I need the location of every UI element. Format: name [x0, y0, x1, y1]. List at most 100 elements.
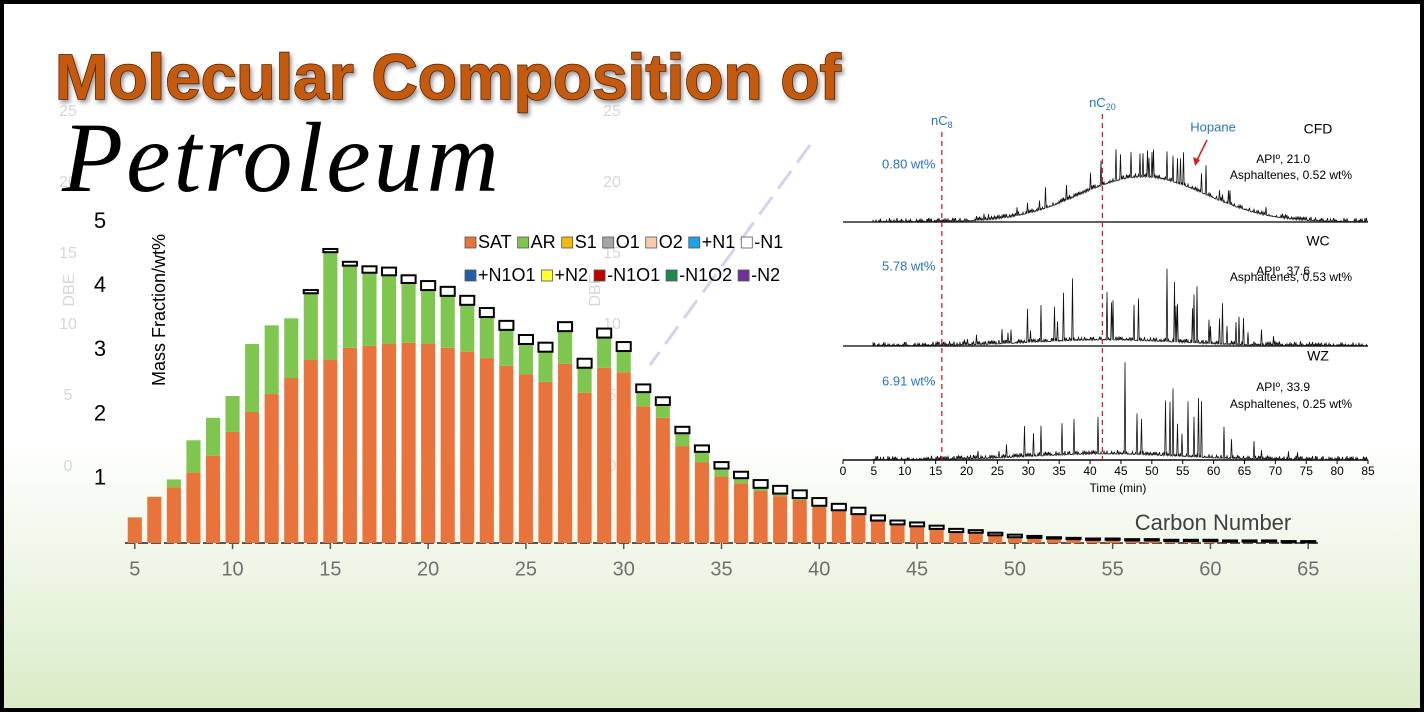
- legend-label: +N1O1: [478, 265, 536, 285]
- bar-segment: [1125, 540, 1140, 543]
- legend-label: SAT: [478, 232, 512, 252]
- bar-segment: [460, 351, 475, 543]
- time-tick-label: 15: [929, 464, 943, 478]
- bar-segment: [460, 304, 475, 352]
- bar-segment: [186, 440, 201, 473]
- bar-segment: [890, 525, 905, 543]
- legend-swatch: [665, 269, 678, 282]
- bar-segment: [557, 321, 574, 333]
- yield-label: 5.78 wt%: [882, 258, 936, 273]
- bar-segment: [773, 493, 788, 497]
- marker-subscript: 8: [948, 120, 953, 130]
- time-tick-label: 55: [1176, 464, 1190, 478]
- bar-segment: [421, 290, 436, 344]
- annotation-arrowhead: [1193, 157, 1201, 166]
- legend-swatch: [541, 269, 553, 282]
- bar-segment: [636, 392, 651, 407]
- bar-segment: [968, 532, 983, 543]
- bg-tick-label: 20: [603, 174, 621, 191]
- bar-segment: [928, 524, 945, 530]
- bar-segment: [615, 341, 632, 353]
- bar-segment: [831, 510, 846, 543]
- bar-segment: [949, 532, 964, 543]
- bar-segment: [753, 487, 768, 491]
- bar-segment: [772, 484, 789, 495]
- legend-label: S1: [575, 232, 597, 252]
- legend-label: +N2: [555, 265, 589, 285]
- bar-segment: [655, 417, 670, 543]
- time-tick-label: 5: [871, 464, 878, 478]
- time-tick-label: 40: [1083, 464, 1097, 478]
- time-tick-label: 35: [1052, 464, 1066, 478]
- bar-segment: [635, 383, 652, 394]
- bar-segment: [1026, 534, 1043, 539]
- legend-swatch: [602, 236, 615, 249]
- bar-segment: [323, 360, 338, 543]
- bar-segment: [401, 282, 416, 343]
- bar-segment: [714, 476, 729, 543]
- bg-axis-label: DBE: [587, 274, 604, 307]
- bar-segment: [342, 265, 357, 348]
- bar-segment: [1241, 539, 1258, 543]
- legend-swatch: [737, 269, 750, 282]
- bar-segment: [1261, 539, 1278, 543]
- bar-segment: [752, 479, 769, 489]
- bar-segment: [381, 343, 397, 543]
- bar-segment: [734, 483, 749, 543]
- time-tick-label: 70: [1269, 464, 1283, 478]
- bar-segment: [127, 517, 142, 543]
- bg-tick-label: 5: [64, 387, 73, 404]
- x-tick-label: 25: [515, 558, 537, 580]
- bar-segment: [323, 252, 338, 361]
- bar-segment: [381, 275, 397, 344]
- legend-swatch: [593, 269, 606, 282]
- annotation-label: Hopane: [1190, 119, 1236, 134]
- bar-segment: [479, 317, 494, 359]
- bar-segment: [988, 535, 1003, 543]
- bar-segment: [284, 318, 299, 379]
- marker-subscript: 20: [1106, 102, 1116, 112]
- bar-segment: [694, 462, 709, 543]
- bar-segment: [499, 365, 514, 543]
- bar-segment: [1085, 537, 1102, 541]
- time-tick-label: 75: [1300, 464, 1314, 478]
- api-label: APIº, 33.9: [1256, 380, 1310, 394]
- bar-segment: [322, 247, 339, 254]
- bar-segment: [987, 531, 1004, 537]
- bar-segment: [850, 506, 867, 516]
- bar-segment: [499, 329, 514, 366]
- bar-segment: [362, 272, 377, 346]
- legend-label: +N1: [702, 232, 736, 252]
- y-tick-label: 4: [94, 272, 106, 297]
- bar-segment: [1163, 538, 1180, 543]
- bar-segment: [1105, 539, 1120, 543]
- bar-segment: [910, 526, 925, 543]
- time-tick-label: 50: [1145, 464, 1159, 478]
- asphaltenes-label: Asphaltenes, 0.53 wt%: [1230, 270, 1352, 284]
- time-tick-label: 25: [991, 464, 1005, 478]
- bar-segment: [773, 496, 788, 543]
- bar-segment: [1280, 540, 1297, 544]
- bar-segment: [537, 341, 554, 353]
- guide-line: [648, 144, 812, 366]
- asphaltenes-label: Asphaltenes, 0.52 wt%: [1230, 168, 1352, 182]
- bar-segment: [1202, 538, 1219, 543]
- bar-segment: [186, 472, 201, 543]
- bar-segment: [812, 507, 827, 543]
- y-tick-label: 5: [94, 208, 106, 233]
- bar-segment: [439, 285, 456, 297]
- bar-segment: [558, 363, 573, 543]
- sample-name: WZ: [1307, 348, 1329, 364]
- bar-segment: [380, 266, 398, 277]
- y-axis-label: Mass Fraction/wt%: [149, 234, 169, 386]
- time-tick-label: 10: [898, 464, 912, 478]
- legend-swatch: [464, 269, 477, 282]
- y-tick-label: 3: [94, 336, 106, 361]
- bar-segment: [518, 343, 533, 375]
- time-tick-label: 20: [960, 464, 974, 478]
- x-tick-label: 45: [906, 558, 928, 580]
- bar-segment: [245, 343, 260, 413]
- bar-segment: [694, 451, 709, 463]
- bar-segment: [1027, 537, 1042, 543]
- bar-segment: [753, 490, 768, 543]
